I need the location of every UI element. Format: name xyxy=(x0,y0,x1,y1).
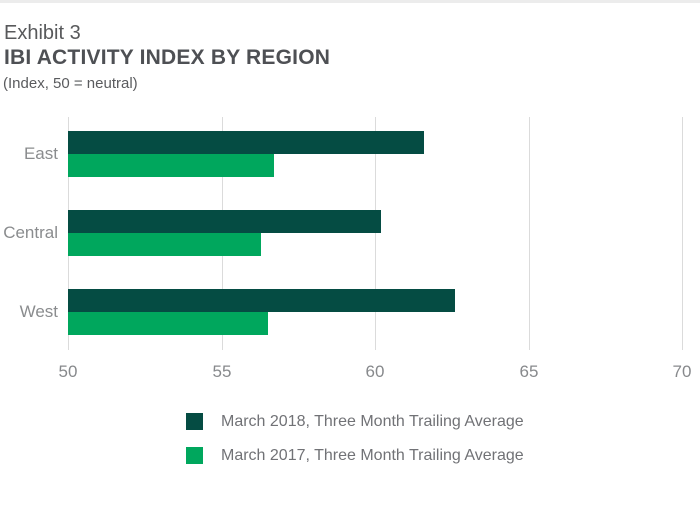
legend-label-0: March 2018, Three Month Trailing Average xyxy=(221,412,524,430)
category-label-central: Central xyxy=(3,223,58,242)
legend-item-0: March 2018, Three Month Trailing Average xyxy=(186,413,524,430)
chart-title: IBI ACTIVITY INDEX BY REGION xyxy=(4,46,331,69)
legend-swatch-0 xyxy=(186,413,203,430)
category-label-west: West xyxy=(19,302,58,321)
bar-central-series-0 xyxy=(68,210,382,233)
plot-area xyxy=(68,117,683,350)
bar-west-series-1 xyxy=(68,312,268,335)
legend-swatch-1 xyxy=(186,447,203,464)
gridline-60 xyxy=(375,117,376,350)
legend-label-1: March 2017, Three Month Trailing Average xyxy=(221,446,524,464)
x-tick-label-65: 65 xyxy=(519,362,539,381)
bar-central-series-1 xyxy=(68,233,262,256)
x-tick-label-70: 70 xyxy=(672,362,692,381)
gridline-70 xyxy=(682,117,683,350)
bar-east-series-0 xyxy=(68,131,425,154)
x-tick-label-50: 50 xyxy=(58,362,78,381)
x-tick-label-55: 55 xyxy=(212,362,232,381)
bar-east-series-1 xyxy=(68,154,274,177)
bar-west-series-0 xyxy=(68,289,455,312)
category-label-east: East xyxy=(23,144,58,163)
top-border xyxy=(0,0,700,3)
chart-subtitle: (Index, 50 = neutral) xyxy=(3,75,138,92)
x-tick-label-60: 60 xyxy=(365,362,385,381)
gridline-65 xyxy=(529,117,530,350)
legend-item-1: March 2017, Three Month Trailing Average xyxy=(186,447,524,464)
exhibit-label: Exhibit 3 xyxy=(4,22,81,44)
